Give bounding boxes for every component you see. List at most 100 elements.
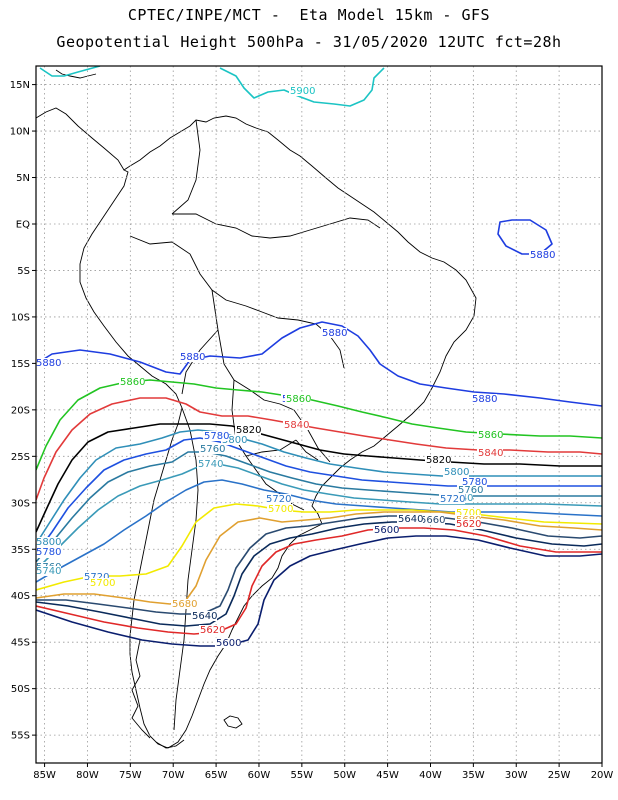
lat-tick-label: 25S: [11, 452, 30, 463]
contour-label-bg: [471, 394, 497, 404]
lat-tick-label: 15S: [11, 359, 30, 370]
lon-tick-label: 60W: [248, 770, 271, 781]
contour-label-bg: [267, 504, 293, 514]
lon-tick-label: 55W: [291, 770, 314, 781]
lat-tick-label: 45S: [11, 638, 30, 649]
contour-label: 5720: [84, 572, 109, 583]
contour-5620: [36, 527, 602, 635]
contour-label-bg: [191, 611, 217, 621]
axis-tick-layer: 15N 10N 5N EQ 5S 10S 15S 20S 25S 30S 35S 40S 45S 50S 5…: [10, 80, 614, 781]
contour-label: 5740: [198, 459, 223, 470]
patagonia-fjords: [131, 639, 185, 749]
contour-label-bg: [477, 448, 503, 458]
contour-label-bg: [89, 578, 115, 588]
lat-tick-label: 55S: [11, 731, 30, 742]
contour-label: 5860: [120, 377, 145, 388]
contour-5900: [39, 66, 101, 77]
contour-label: 5800: [222, 435, 247, 446]
contour-label-bg: [425, 455, 451, 465]
contour-label: 5880: [322, 328, 347, 339]
lat-tick-label: 10N: [10, 127, 30, 138]
lon-tick-label: 20W: [591, 770, 614, 781]
lon-tick-label: 30W: [505, 770, 528, 781]
contour-label-bg: [35, 537, 61, 547]
contour-label: 5880: [472, 394, 497, 405]
lat-tick-label: EQ: [16, 219, 30, 230]
contour-label: 5780: [36, 547, 61, 558]
contour-label-bg: [35, 358, 61, 368]
lat-tick-label: 5N: [16, 173, 30, 184]
contour-label: 5820: [236, 425, 261, 436]
contour-label: 5760: [458, 485, 483, 496]
contour-label: 5820: [426, 455, 451, 466]
contour-5600: [36, 535, 602, 647]
contour-5660: [36, 515, 602, 615]
contour-label: 5640: [192, 611, 217, 622]
contour-label: 5740: [36, 566, 61, 577]
contour-5880: [497, 219, 553, 255]
contour-label-bg: [477, 430, 503, 440]
contour-label-bg: [283, 420, 309, 430]
lon-tick-label: 50W: [333, 770, 356, 781]
falkland-islands: [223, 715, 243, 729]
contour-label-bg: [285, 394, 311, 404]
contour-label: 5700: [268, 504, 293, 515]
contour-label: 5620: [456, 519, 481, 530]
contour-5820: [36, 423, 602, 533]
contour-5860: [36, 379, 602, 471]
lat-tick-label: 20S: [11, 405, 30, 416]
contour-label-bg: [397, 514, 423, 524]
contour-label-bg: [373, 525, 399, 535]
contour-label-bg: [199, 625, 225, 635]
contour-label-bg: [83, 572, 109, 582]
contour-5900: [219, 67, 385, 107]
contour-label: 5780: [462, 477, 487, 488]
contour-label-bg: [179, 352, 205, 362]
contour-label-bg: [455, 519, 481, 529]
lat-tick-label: 15N: [10, 80, 30, 91]
contour-label: 5800: [444, 467, 469, 478]
contour-label: 5880: [530, 250, 555, 261]
contour-label: 5720: [440, 494, 465, 505]
contour-label: 5840: [284, 420, 309, 431]
contour-label: 5880: [180, 352, 205, 363]
contour-layer: [36, 66, 602, 647]
contour-label: 5600: [374, 525, 399, 536]
contour-label: 5760: [200, 444, 225, 455]
lon-tick-label: 70W: [162, 770, 185, 781]
contour-label-layer: 5900588058805880588058805880586058605860…: [35, 86, 555, 649]
contour-label-bg: [119, 377, 145, 387]
lon-tick-label: 75W: [119, 770, 142, 781]
contour-label-bg: [215, 638, 241, 648]
lat-tick-label: 40S: [11, 591, 30, 602]
contour-label: 5700: [90, 578, 115, 589]
lon-tick-label: 80W: [76, 770, 99, 781]
lon-tick-label: 40W: [419, 770, 442, 781]
contour-label: 5700: [456, 508, 481, 519]
contour-label: 5880: [36, 358, 61, 369]
central-america-coast: [36, 107, 269, 171]
contour-label-bg: [529, 250, 555, 260]
contour-label-bg: [457, 485, 483, 495]
contour-label-bg: [439, 494, 465, 504]
contour-label-bg: [461, 477, 487, 487]
contour-label-bg: [455, 508, 481, 518]
chart-title-line1: CPTEC/INPE/MCT - Eta Model 15km - GFS: [127, 6, 491, 24]
contour-label: 5800: [36, 537, 61, 548]
lon-tick-label: 35W: [462, 770, 485, 781]
contour-label-bg: [235, 425, 261, 435]
lat-tick-label: 50S: [11, 684, 30, 695]
contour-label-bg: [35, 566, 61, 576]
lat-tick-label: 35S: [11, 545, 30, 556]
map-frame: [35, 65, 603, 764]
lat-tick-label: 5S: [17, 266, 30, 277]
contour-label-bg: [197, 459, 223, 469]
lat-tick-label: 30S: [11, 498, 30, 509]
south-america-coast: [79, 131, 477, 749]
contour-label: 5840: [478, 448, 503, 459]
contour-label: 5620: [200, 625, 225, 636]
lon-tick-label: 45W: [376, 770, 399, 781]
contour-5640: [36, 521, 602, 627]
contour-5800: [36, 429, 602, 545]
